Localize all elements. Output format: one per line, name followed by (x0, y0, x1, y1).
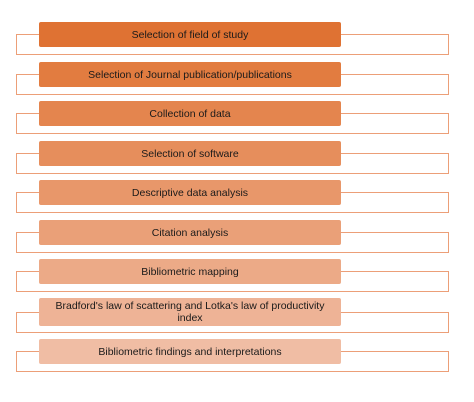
step-row-7: Bibliometric mapping (0, 259, 474, 299)
step-journal-publication: Selection of Journal publication/publica… (39, 62, 341, 87)
step-row-3: Collection of data (0, 101, 474, 141)
step-row-6: Citation analysis (0, 220, 474, 260)
step-row-9: Bibliometric findings and interpretation… (0, 339, 474, 379)
step-findings-interpretations: Bibliometric findings and interpretation… (39, 339, 341, 364)
step-descriptive-analysis: Descriptive data analysis (39, 180, 341, 205)
step-field-of-study: Selection of field of study (39, 22, 341, 47)
step-row-4: Selection of software (0, 141, 474, 181)
step-row-2: Selection of Journal publication/publica… (0, 62, 474, 102)
step-row-8: Bradford's law of scattering and Lotka's… (0, 298, 474, 340)
step-citation-analysis: Citation analysis (39, 220, 341, 245)
step-row-5: Descriptive data analysis (0, 180, 474, 220)
step-collection-of-data: Collection of data (39, 101, 341, 126)
step-bibliometric-mapping: Bibliometric mapping (39, 259, 341, 284)
step-row-1: Selection of field of study (0, 22, 474, 62)
step-selection-of-software: Selection of software (39, 141, 341, 166)
step-bradford-lotka-laws: Bradford's law of scattering and Lotka's… (39, 298, 341, 326)
